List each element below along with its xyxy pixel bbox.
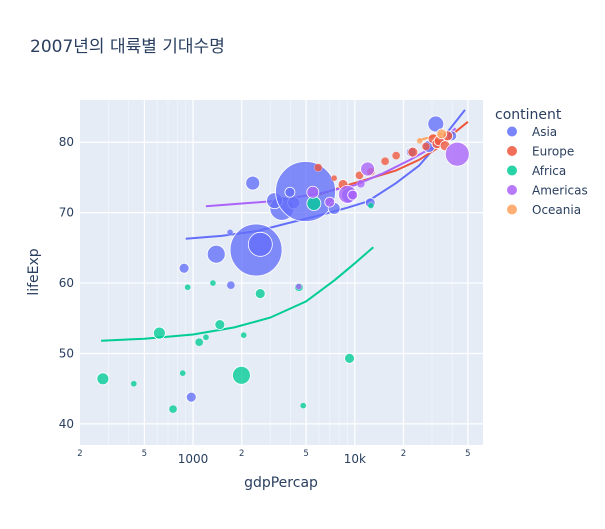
- legend[interactable]: continent Asia Europe Africa Americas Oceani…: [495, 107, 588, 217]
- x-tick-label: 1000: [178, 452, 209, 466]
- data-point[interactable]: [367, 202, 375, 209]
- data-point[interactable]: [295, 283, 302, 290]
- data-point[interactable]: [178, 262, 190, 274]
- data-point[interactable]: [168, 404, 178, 414]
- data-point[interactable]: [226, 281, 236, 290]
- data-point[interactable]: [96, 372, 110, 386]
- data-point[interactable]: [306, 196, 322, 211]
- data-point[interactable]: [152, 326, 166, 340]
- legend-item-label[interactable]: Americas: [532, 184, 588, 198]
- data-point[interactable]: [407, 146, 419, 158]
- data-point[interactable]: [436, 128, 448, 140]
- data-points: [96, 115, 470, 414]
- y-tick-label: 80: [59, 135, 74, 149]
- data-point[interactable]: [347, 189, 359, 201]
- data-point[interactable]: [179, 370, 186, 377]
- plot-background[interactable]: [80, 100, 483, 445]
- data-point[interactable]: [416, 137, 423, 144]
- data-point[interactable]: [344, 352, 355, 364]
- y-tick-label: 40: [59, 417, 74, 431]
- x-axis-label: gdpPercap: [244, 475, 318, 491]
- data-point[interactable]: [360, 161, 376, 177]
- legend-marker: [507, 185, 517, 195]
- data-point[interactable]: [254, 288, 266, 300]
- y-tick-label: 60: [59, 276, 74, 290]
- y-axis-label: lifeExp: [26, 248, 42, 295]
- y-tick-label: 70: [59, 206, 74, 220]
- data-point[interactable]: [185, 391, 197, 403]
- data-point[interactable]: [247, 231, 273, 257]
- x-tick-label: 10k: [344, 452, 366, 466]
- legend-marker: [507, 126, 517, 137]
- data-point[interactable]: [275, 161, 336, 222]
- data-point[interactable]: [421, 142, 431, 151]
- legend-item-label[interactable]: Africa: [532, 164, 566, 178]
- data-point[interactable]: [130, 380, 137, 387]
- data-point[interactable]: [324, 196, 336, 208]
- data-point[interactable]: [444, 141, 470, 167]
- data-point[interactable]: [206, 244, 226, 264]
- x-tick-label: 5: [465, 449, 470, 459]
- data-point[interactable]: [214, 319, 226, 331]
- x-tick-label: 2: [239, 449, 244, 459]
- legend-title: continent: [495, 107, 562, 123]
- legend-marker: [507, 146, 517, 156]
- data-point[interactable]: [306, 185, 320, 199]
- data-point[interactable]: [184, 284, 191, 291]
- legend-item-label[interactable]: Europe: [532, 145, 574, 159]
- x-tick-label: 2: [401, 449, 406, 459]
- x-tick-label: 2: [77, 449, 82, 459]
- data-point[interactable]: [380, 157, 390, 166]
- data-point[interactable]: [232, 365, 251, 385]
- data-point[interactable]: [314, 163, 323, 172]
- data-point[interactable]: [330, 175, 338, 182]
- data-point[interactable]: [195, 338, 204, 347]
- y-tick-label: 50: [59, 346, 74, 360]
- axis-ticks: 2 5 1000 2 5 10k 2 5 40 50 60 70 80: [59, 135, 471, 466]
- legend-item-label[interactable]: Asia: [532, 125, 557, 139]
- data-point[interactable]: [300, 402, 307, 409]
- legend-marker: [507, 204, 517, 215]
- data-point[interactable]: [209, 279, 217, 287]
- data-point[interactable]: [245, 175, 261, 191]
- x-tick-label: 5: [303, 449, 308, 459]
- legend-marker: [507, 165, 517, 176]
- data-point[interactable]: [240, 332, 247, 339]
- data-point[interactable]: [427, 115, 445, 133]
- data-point[interactable]: [226, 229, 234, 236]
- data-point[interactable]: [356, 179, 366, 188]
- data-point[interactable]: [202, 334, 210, 341]
- x-tick-label: 5: [142, 449, 147, 459]
- data-point[interactable]: [284, 186, 296, 198]
- data-point[interactable]: [392, 151, 401, 160]
- chart-title: 2007년의 대륙별 기대수명: [30, 37, 225, 57]
- data-point[interactable]: [355, 171, 364, 180]
- legend-item-label[interactable]: Oceania: [532, 203, 581, 217]
